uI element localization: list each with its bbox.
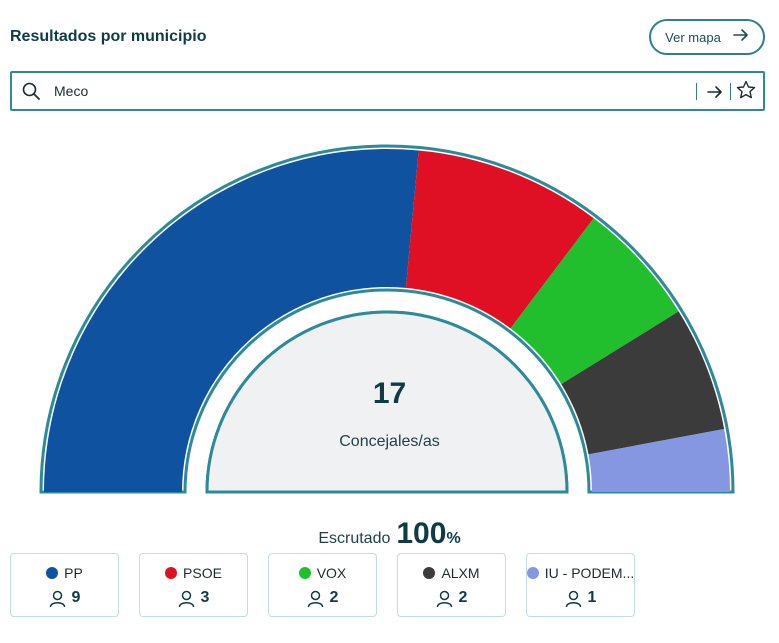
chart-slice-alxm <box>561 311 725 455</box>
go-arrow-icon[interactable] <box>704 81 726 103</box>
party-name: PSOE <box>183 565 222 581</box>
party-name: PP <box>64 565 83 581</box>
chart-slice-psoe <box>405 150 594 329</box>
chart-center-panel <box>205 310 569 494</box>
party-color-dot <box>46 567 59 579</box>
party-card-psoe[interactable]: PSOE 3 <box>139 553 248 617</box>
search-divider <box>730 83 731 100</box>
scrutinized-status: Escrutado 100% <box>0 517 779 551</box>
party-name: IU - PODEM... <box>544 565 634 581</box>
party-name: VOX <box>316 565 347 581</box>
seats-half-donut-chart <box>39 144 735 494</box>
party-card-alxm[interactable]: ALXM 2 <box>397 553 506 617</box>
municipality-search-bar <box>10 71 765 111</box>
scrutinized-unit: % <box>446 530 461 547</box>
person-icon <box>178 590 194 607</box>
scrutinized-label: Escrutado <box>318 530 391 547</box>
arrow-right-icon <box>733 29 749 45</box>
party-seats: 2 <box>329 589 339 606</box>
search-divider <box>696 83 697 100</box>
search-input[interactable] <box>54 81 654 101</box>
party-seats: 3 <box>200 589 210 606</box>
chart-slices <box>44 148 730 492</box>
total-seats-label: Concejales/as <box>339 433 440 450</box>
search-icon <box>22 82 40 100</box>
chart-slice-pp <box>44 148 419 492</box>
party-color-dot <box>165 567 178 579</box>
person-icon <box>565 590 581 607</box>
person-icon <box>436 590 452 607</box>
party-color-dot <box>423 567 436 579</box>
party-name: ALXM <box>441 565 480 581</box>
party-color-dot <box>527 567 539 579</box>
scrutinized-value: 100 <box>396 517 447 550</box>
person-icon <box>49 590 65 607</box>
view-map-button[interactable]: Ver mapa <box>649 19 765 55</box>
party-card-iu-podemos[interactable]: IU - PODEM... 1 <box>526 553 635 617</box>
total-seats-value: 17 <box>372 377 407 410</box>
view-map-label: Ver mapa <box>665 29 721 45</box>
party-card-pp[interactable]: PP 9 <box>10 553 119 617</box>
party-seats: 2 <box>458 589 468 606</box>
party-seats: 1 <box>587 589 597 606</box>
chart-slice-iu-podemos <box>588 428 730 492</box>
party-card-vox[interactable]: VOX 2 <box>268 553 377 617</box>
page-title: Resultados por municipio <box>10 28 207 45</box>
party-seats: 9 <box>71 589 81 606</box>
star-icon[interactable] <box>736 80 758 102</box>
party-color-dot <box>298 567 311 579</box>
chart-slice-vox <box>510 218 679 385</box>
person-icon <box>307 590 323 607</box>
